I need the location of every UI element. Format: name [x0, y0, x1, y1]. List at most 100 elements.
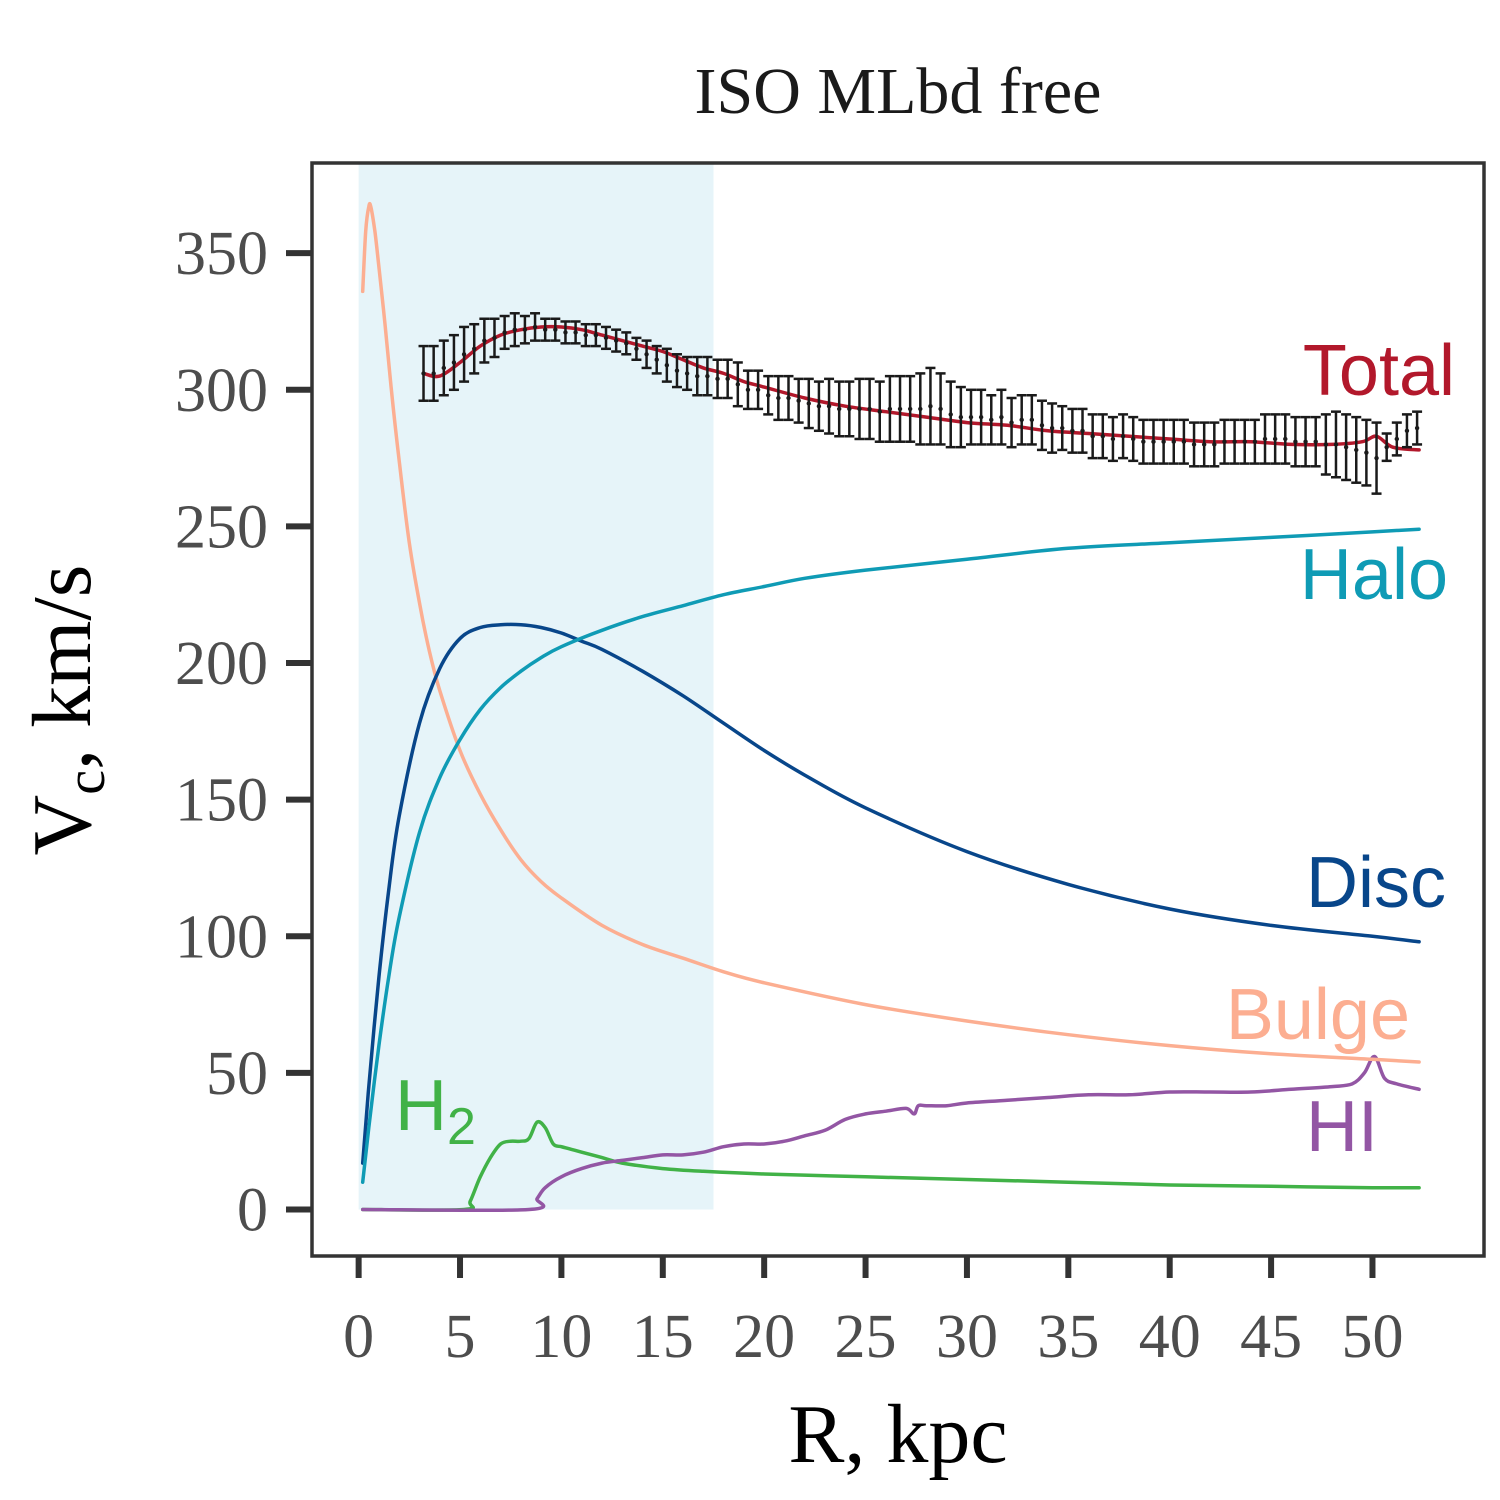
data-point — [928, 403, 933, 409]
observed-point — [925, 366, 936, 446]
data-point — [776, 395, 781, 401]
observed-point — [621, 331, 632, 356]
observed-point — [550, 317, 561, 342]
data-point — [796, 398, 801, 403]
data-point — [492, 335, 497, 341]
observed-point — [753, 369, 764, 411]
observed-point — [1229, 418, 1240, 465]
observed-point — [742, 369, 753, 411]
data-point — [1404, 428, 1410, 433]
observed-point — [1280, 413, 1291, 465]
y-axis-title-subscript: c — [55, 770, 117, 795]
x-tick-label: 20 — [733, 1303, 795, 1371]
data-point — [877, 409, 882, 414]
data-point — [684, 371, 690, 376]
data-point — [1343, 444, 1349, 450]
observed-point — [1189, 421, 1200, 468]
observed-point — [986, 394, 997, 446]
data-point — [816, 403, 822, 409]
observed-point — [459, 325, 470, 383]
data-point — [1141, 439, 1146, 444]
observed-point — [1077, 407, 1088, 454]
observed-point — [895, 374, 906, 443]
observed-point — [1047, 402, 1058, 454]
observed-point — [519, 314, 530, 345]
observed-point — [499, 314, 510, 351]
data-point — [1303, 439, 1308, 444]
data-point — [1090, 434, 1095, 439]
observed-point — [955, 385, 966, 449]
data-point — [1323, 442, 1329, 447]
x-tick-label: 25 — [835, 1303, 897, 1371]
observed-point — [1097, 413, 1108, 460]
observed-point — [1128, 415, 1139, 463]
observed-point — [428, 344, 439, 402]
label-hi: HI — [1306, 1087, 1378, 1167]
observed-point — [1351, 415, 1362, 484]
data-point — [867, 406, 872, 412]
observed-point — [976, 388, 987, 446]
data-point — [441, 365, 446, 371]
observed-point — [560, 320, 571, 345]
data-point — [1293, 439, 1298, 444]
observed-point — [1290, 415, 1301, 468]
data-point — [918, 406, 923, 412]
data-point — [624, 341, 629, 346]
observed-point — [1219, 418, 1230, 465]
series-line-disc — [360, 622, 1421, 1165]
data-point — [1222, 439, 1227, 444]
chart-title: ISO MLbd free — [695, 55, 1102, 128]
y-tick-label: 0 — [237, 1177, 268, 1245]
observed-point — [1239, 418, 1250, 465]
data-point — [968, 414, 974, 420]
observed-point — [661, 347, 672, 383]
observed-point — [834, 380, 845, 438]
data-point — [826, 403, 832, 409]
observed-point — [996, 388, 1007, 446]
observed-point — [803, 377, 814, 430]
data-point — [735, 382, 741, 387]
observed-point — [631, 336, 642, 361]
x-tick-label: 0 — [343, 1303, 374, 1371]
data-point — [1262, 436, 1268, 442]
data-point — [755, 387, 761, 392]
observed-point — [641, 339, 652, 370]
observed-point — [1391, 421, 1402, 457]
data-point — [1070, 428, 1075, 433]
observed-point — [732, 361, 743, 408]
observed-point — [702, 355, 713, 397]
y-tick-label: 300 — [175, 357, 268, 425]
y-axis-title-units: , km/s — [16, 565, 109, 770]
observed-point — [692, 355, 703, 397]
observed-point — [884, 374, 895, 443]
data-point — [1110, 436, 1116, 442]
observed-point — [1148, 418, 1159, 465]
observed-point — [844, 380, 855, 438]
data-point — [1212, 442, 1217, 447]
data-point — [1374, 455, 1379, 461]
data-point — [583, 332, 588, 338]
observed-point — [1158, 418, 1169, 465]
data-point — [1171, 439, 1176, 444]
data-point — [1029, 417, 1035, 423]
data-point — [1272, 436, 1278, 442]
data-point — [553, 327, 558, 332]
data-point — [1364, 450, 1369, 455]
data-point — [512, 327, 517, 332]
data-point — [1354, 447, 1359, 453]
data-point — [563, 330, 568, 335]
observed-point — [651, 344, 662, 375]
data-point — [1242, 439, 1247, 444]
observed-point — [1412, 410, 1423, 446]
observed-point — [448, 333, 459, 392]
observed-point — [854, 377, 865, 441]
data-point — [1080, 428, 1085, 433]
observed-point — [1381, 432, 1392, 463]
observed-point — [601, 325, 612, 351]
x-tick-label: 30 — [936, 1303, 998, 1371]
data-point — [705, 373, 710, 379]
data-point — [1060, 425, 1065, 431]
observed-point — [1016, 394, 1027, 446]
plot-frame — [310, 161, 1486, 1258]
observed-point — [1178, 418, 1189, 465]
